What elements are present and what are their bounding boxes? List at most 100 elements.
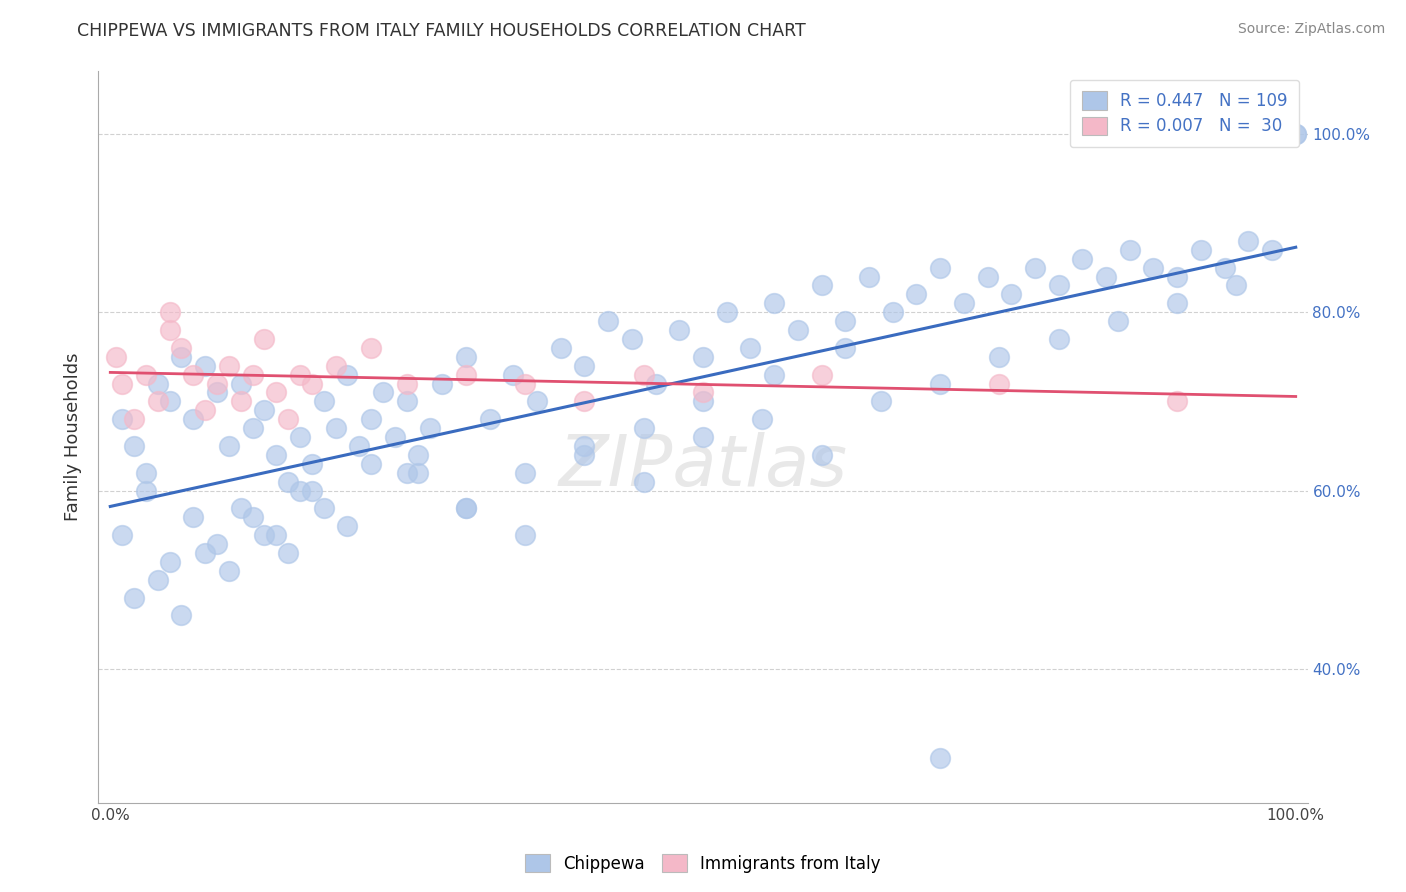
Point [454,350,477,364]
Point [360,412,382,426]
Point [644,376,666,391]
Point [181,510,204,524]
Point [111,528,134,542]
Point [288,430,311,444]
Point [205,537,228,551]
Point [194,546,217,560]
Point [194,403,217,417]
Point [976,269,998,284]
Point [1166,394,1188,409]
Point [633,475,655,489]
Point [146,376,169,391]
Point [834,341,856,355]
Point [751,412,773,426]
Point [515,376,537,391]
Point [159,555,181,569]
Point [574,439,596,453]
Point [253,403,276,417]
Point [1237,234,1260,248]
Point [146,394,169,409]
Point [312,394,335,409]
Point [336,519,359,533]
Point [111,376,134,391]
Point [111,412,134,426]
Point [218,359,240,373]
Point [869,394,891,409]
Point [277,412,299,426]
Point [408,448,430,462]
Point [526,394,548,409]
Point [229,501,252,516]
Point [574,359,596,373]
Point [668,323,690,337]
Point [395,466,418,480]
Point [122,412,145,426]
Point [105,350,128,364]
Point [692,394,714,409]
Y-axis label: Family Households: Family Households [65,353,83,521]
Point [515,466,537,480]
Point [810,448,832,462]
Point [170,608,193,623]
Point [264,528,287,542]
Point [454,501,477,516]
Text: CHIPPEWA VS IMMIGRANTS FROM ITALY FAMILY HOUSEHOLDS CORRELATION CHART: CHIPPEWA VS IMMIGRANTS FROM ITALY FAMILY… [77,22,806,40]
Point [408,466,430,480]
Point [205,385,228,400]
Point [929,376,952,391]
Legend: R = 0.447   N = 109, R = 0.007   N =  30: R = 0.447 N = 109, R = 0.007 N = 30 [1070,79,1299,147]
Point [716,305,738,319]
Point [336,368,359,382]
Point [952,296,974,310]
Point [325,359,347,373]
Point [181,368,204,382]
Point [312,501,335,516]
Point [384,430,406,444]
Point [502,368,524,382]
Point [253,332,276,346]
Point [929,260,952,275]
Point [574,448,596,462]
Point [988,350,1011,364]
Point [1107,314,1129,328]
Point [1000,287,1022,301]
Point [1225,278,1247,293]
Point [159,394,181,409]
Point [347,439,370,453]
Point [360,457,382,471]
Point [740,341,762,355]
Point [301,457,323,471]
Point [135,483,157,498]
Point [810,368,832,382]
Point [1285,127,1308,141]
Point [905,287,928,301]
Point [395,394,418,409]
Point [371,385,394,400]
Point [858,269,880,284]
Point [882,305,904,319]
Legend: Chippewa, Immigrants from Italy: Chippewa, Immigrants from Italy [519,847,887,880]
Point [277,475,299,489]
Point [146,573,169,587]
Point [633,368,655,382]
Point [135,466,157,480]
Point [763,296,786,310]
Point [515,528,537,542]
Point [218,439,240,453]
Point [598,314,620,328]
Point [229,394,252,409]
Point [264,448,287,462]
Point [277,546,299,560]
Point [242,510,264,524]
Text: ZIPatlas: ZIPatlas [558,432,848,500]
Point [1213,260,1236,275]
Point [170,350,193,364]
Point [242,368,264,382]
Point [1142,260,1164,275]
Point [218,564,240,578]
Point [135,368,157,382]
Point [1166,296,1188,310]
Point [834,314,856,328]
Point [786,323,808,337]
Point [1189,243,1212,257]
